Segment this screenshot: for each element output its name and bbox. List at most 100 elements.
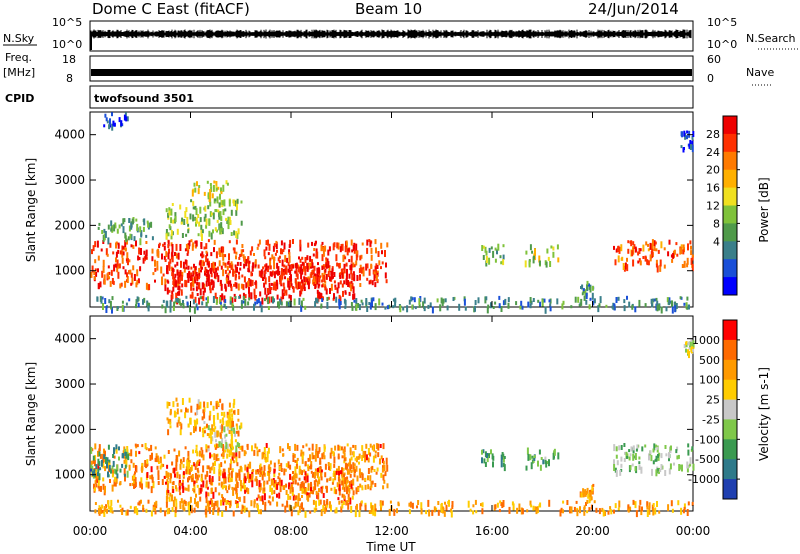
velocity-cell bbox=[318, 447, 321, 453]
power-cell bbox=[285, 265, 288, 269]
power-cell bbox=[306, 278, 309, 283]
count-tick-low-right: 10^0 bbox=[707, 38, 737, 51]
power-cell bbox=[365, 263, 368, 271]
power-cell bbox=[649, 242, 652, 250]
velocity-cell bbox=[172, 401, 175, 408]
power-cell bbox=[345, 278, 348, 286]
velocity-cell bbox=[305, 443, 308, 447]
velocity-cell bbox=[325, 500, 328, 506]
power-cell bbox=[226, 265, 229, 271]
power-cell bbox=[116, 259, 119, 267]
velocity-cell bbox=[207, 448, 210, 452]
power-cell bbox=[547, 256, 550, 261]
velocity-cell bbox=[334, 445, 337, 451]
power-cell bbox=[202, 296, 205, 301]
velocity-cell bbox=[169, 421, 172, 425]
power-cell bbox=[580, 298, 583, 306]
power-cell bbox=[215, 267, 218, 273]
velocity-cell bbox=[529, 454, 532, 461]
power-cell bbox=[474, 305, 476, 312]
velocity-cell bbox=[184, 487, 187, 491]
power-cell bbox=[345, 275, 348, 280]
velocity-cell bbox=[340, 446, 343, 451]
power-cell bbox=[160, 266, 163, 274]
velocity-cell bbox=[481, 502, 484, 508]
power-cell bbox=[202, 261, 205, 266]
velocity-cell bbox=[380, 502, 383, 508]
velocity-cell bbox=[215, 403, 218, 410]
velocity-cell bbox=[208, 506, 211, 514]
power-cell bbox=[533, 255, 535, 260]
power-cell bbox=[174, 264, 177, 268]
velocity-cell bbox=[618, 445, 621, 451]
power-cell bbox=[327, 261, 330, 269]
power-cell bbox=[166, 287, 169, 295]
power-cell bbox=[279, 279, 282, 285]
velocity-cell bbox=[119, 504, 122, 508]
power-cell bbox=[561, 303, 564, 310]
power-cell bbox=[222, 209, 225, 216]
velocity-cell bbox=[110, 499, 113, 506]
power-cell bbox=[299, 290, 302, 297]
velocity-colorbar-label: Velocity [m s-1] bbox=[757, 367, 771, 461]
power-cell bbox=[614, 259, 617, 266]
power-cell bbox=[381, 261, 384, 265]
velocity-cell bbox=[299, 468, 302, 474]
velocity-cell bbox=[592, 483, 595, 487]
power-cell bbox=[261, 297, 264, 305]
power-cell bbox=[552, 251, 555, 258]
power-cell bbox=[126, 116, 129, 122]
velocity-cell bbox=[273, 468, 276, 474]
velocity-cell bbox=[655, 469, 658, 477]
velocity-cell bbox=[668, 468, 671, 475]
velocity-cell bbox=[114, 476, 117, 482]
velocity-cell bbox=[288, 504, 291, 508]
velocity-cell bbox=[171, 494, 173, 502]
velocity-cell bbox=[386, 483, 389, 489]
power-cell bbox=[206, 180, 209, 184]
power-cell bbox=[691, 145, 694, 153]
power-cell bbox=[229, 296, 232, 302]
velocity-cell bbox=[223, 498, 226, 503]
power-cell bbox=[343, 263, 346, 270]
power-cell bbox=[690, 250, 693, 256]
velocity-cell bbox=[584, 489, 587, 495]
velocity-cell bbox=[241, 445, 244, 452]
power-cell bbox=[182, 303, 185, 308]
velocity-cell bbox=[235, 456, 238, 463]
velocity-cell bbox=[687, 443, 690, 448]
velocity-cell bbox=[256, 446, 259, 450]
velocity-cell bbox=[221, 485, 224, 490]
velocity-cell bbox=[121, 507, 124, 511]
velocity-cell bbox=[260, 466, 263, 471]
power-cell bbox=[520, 300, 523, 306]
velocity-cell bbox=[108, 459, 111, 463]
power-cell bbox=[154, 267, 157, 272]
velocity-cell bbox=[327, 462, 330, 466]
power-cell bbox=[249, 279, 252, 287]
power-cell bbox=[353, 274, 356, 282]
power-cell bbox=[209, 305, 212, 311]
power-cell bbox=[105, 248, 108, 256]
power-cell bbox=[353, 299, 356, 303]
velocity-cell bbox=[324, 472, 327, 478]
velocity-cell bbox=[301, 481, 304, 488]
power-cell bbox=[330, 283, 333, 291]
velocity-cell bbox=[613, 444, 616, 452]
velocity-cell bbox=[91, 465, 94, 473]
power-cell bbox=[638, 248, 641, 254]
power-cell bbox=[545, 261, 548, 268]
velocity-cell bbox=[241, 485, 244, 489]
power-cell bbox=[361, 242, 364, 246]
power-ylabel: Slant Range [km] bbox=[24, 158, 38, 262]
power-cell bbox=[220, 304, 223, 311]
velocity-cell bbox=[249, 461, 252, 469]
power-cell bbox=[207, 262, 210, 268]
power-cell bbox=[370, 247, 373, 254]
velocity-cell bbox=[175, 455, 178, 461]
power-cell bbox=[94, 241, 97, 248]
velocity-cell bbox=[227, 502, 230, 505]
velocity-cell bbox=[316, 468, 319, 476]
velocity-cell bbox=[367, 484, 370, 490]
power-cell bbox=[167, 232, 170, 237]
